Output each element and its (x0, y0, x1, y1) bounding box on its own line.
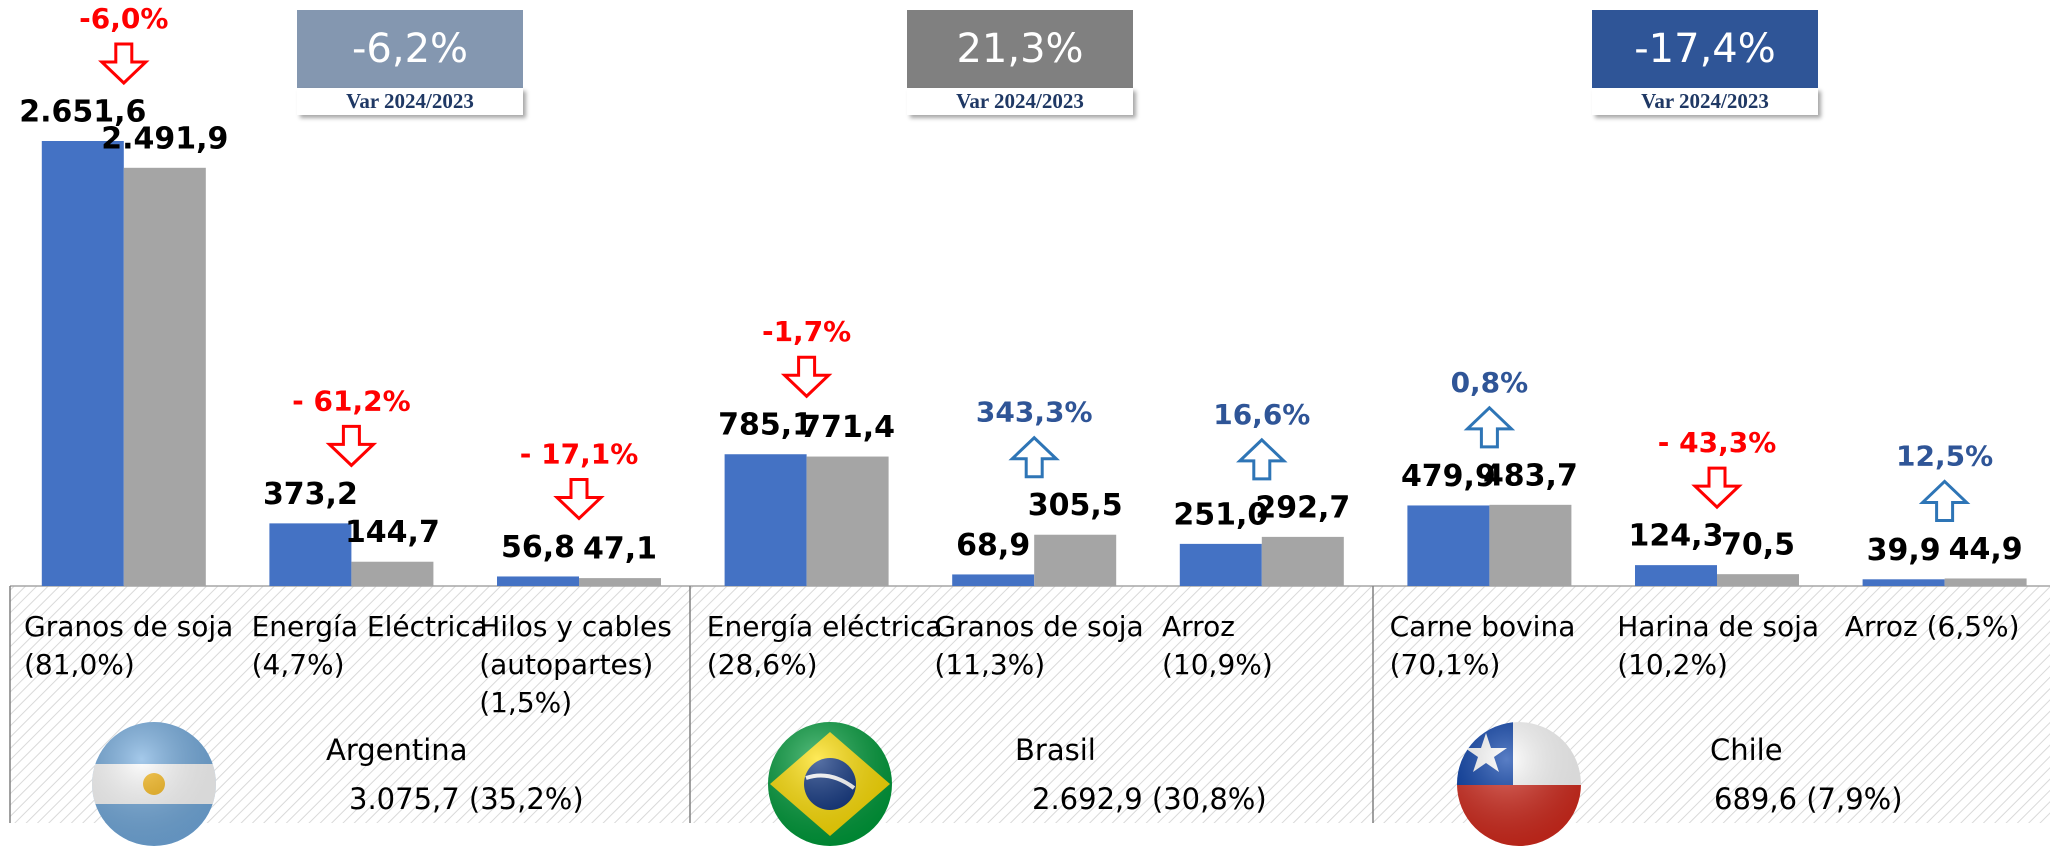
bar (1489, 504, 1572, 586)
category-label: Hilos y cables (autopartes) (1,5%) (479, 610, 672, 719)
category-label: Energía eléctrica (28,6%) (706, 610, 943, 681)
value-label: 56,8 (501, 530, 575, 565)
bar (579, 578, 661, 586)
bar (1261, 536, 1344, 586)
value-label: 251,0 (1173, 497, 1268, 532)
value-label: 2.651,6 (19, 95, 146, 130)
value-label: 2.491,9 (101, 121, 228, 156)
variation-caption: Var 2024/2023 (907, 88, 1133, 115)
variation-box: 21,3% (907, 10, 1133, 88)
country-name: Chile (1710, 733, 1783, 767)
change-label: - 17,1% (520, 437, 639, 470)
change-label: - 43,3% (1658, 426, 1777, 459)
value-label: 771,4 (800, 410, 895, 445)
category-label: Arroz (6,5%) (1844, 610, 2020, 643)
bar (724, 454, 807, 586)
bar (1944, 578, 2027, 586)
variation-box: -6,2% (297, 10, 523, 88)
bar (41, 141, 124, 586)
value-label: 68,9 (956, 528, 1030, 563)
arrow-up (1918, 479, 1971, 522)
value-label: 39,9 (1867, 533, 1941, 568)
flag-argentina (92, 722, 216, 846)
value-label: 124,3 (1629, 519, 1724, 554)
flag-chile (1457, 722, 1581, 846)
flag-brasil (768, 722, 892, 846)
bar (1034, 534, 1117, 586)
arrow-down (1691, 466, 1743, 510)
bar (1717, 574, 1799, 586)
bar (497, 576, 579, 586)
country-name: Brasil (1015, 733, 1096, 767)
country-total: 3.075,7 (35,2%) (349, 782, 584, 816)
change-label: -1,7% (762, 315, 851, 348)
value-label: 785,1 (718, 408, 813, 443)
category-label: Harina de soja (10,2%) (1617, 610, 1820, 681)
bar (952, 574, 1035, 586)
bar (806, 456, 889, 586)
bar (351, 561, 434, 586)
country-total: 689,6 (7,9%) (1714, 782, 1903, 816)
value-label: 70,5 (1721, 528, 1795, 563)
value-label: 144,7 (345, 515, 440, 550)
value-label: 305,5 (1028, 488, 1123, 523)
arrow-up (1463, 405, 1516, 449)
variation-caption: Var 2024/2023 (1592, 88, 1818, 115)
country-name: Argentina (326, 733, 468, 767)
category-label: Arroz (10,9%) (1162, 610, 1273, 681)
bar (1179, 543, 1262, 586)
value-label: 373,2 (263, 477, 358, 512)
value-label: 44,9 (1949, 532, 2023, 567)
change-label: 12,5% (1896, 439, 1993, 472)
change-label: 0,8% (1451, 366, 1529, 399)
category-label: Granos de soja (81,0%) (24, 610, 234, 681)
bar (269, 523, 352, 586)
arrow-up (1236, 437, 1288, 481)
change-label: 16,6% (1213, 398, 1310, 431)
value-label: 483,7 (1483, 458, 1578, 493)
bar (1862, 579, 1945, 586)
variation-box: -17,4% (1592, 10, 1818, 88)
value-label: 292,7 (1255, 490, 1350, 525)
value-label: 47,1 (583, 532, 657, 567)
arrow-down (553, 477, 605, 521)
change-label: 343,3% (976, 396, 1093, 429)
bar (123, 167, 206, 586)
variation-caption: Var 2024/2023 (297, 88, 523, 115)
value-label: 479,9 (1401, 459, 1496, 494)
category-label: Carne bovina (70,1%) (1389, 610, 1576, 681)
arrow-down (780, 355, 833, 399)
category-label: Granos de soja (11,3%) (934, 610, 1144, 681)
bar (1635, 565, 1717, 586)
category-label: Energía Eléctrica (4,7%) (251, 610, 488, 681)
change-label: - 61,2% (292, 384, 411, 417)
arrow-down (325, 424, 378, 468)
country-total: 2.692,9 (30,8%) (1032, 782, 1267, 816)
footer-background (10, 586, 2050, 823)
change-label: -6,0% (79, 2, 168, 35)
arrow-down (98, 42, 150, 86)
arrow-up (1008, 435, 1060, 479)
bar (1407, 505, 1490, 586)
